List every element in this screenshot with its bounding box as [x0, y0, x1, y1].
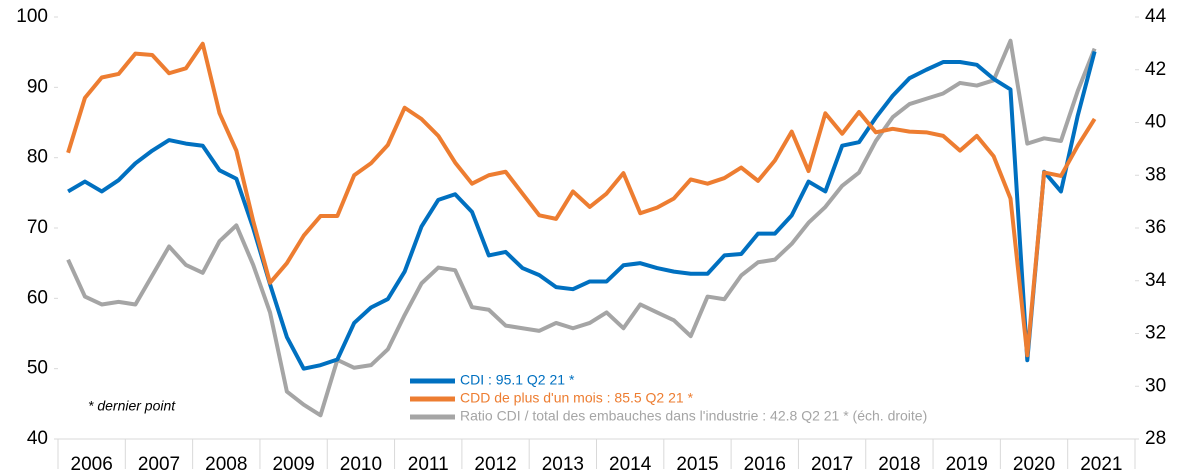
x-tick-label: 2006	[71, 454, 113, 474]
y2-tick-label: 30	[1145, 375, 1166, 396]
x-tick-label: 2012	[474, 454, 516, 474]
x-tick-label: 2007	[138, 454, 180, 474]
y2-tick-label: 28	[1145, 428, 1166, 449]
y2-tick-label: 38	[1145, 164, 1166, 185]
y2-tick-label: 36	[1145, 217, 1166, 238]
x-tick-label: 2014	[609, 454, 652, 474]
x-tick-label: 2018	[878, 454, 920, 474]
y-tick-label: 60	[27, 287, 48, 308]
x-tick-label: 2021	[1080, 454, 1122, 474]
legend-label: CDD de plus d'un mois : 85.5 Q2 21 *	[460, 390, 694, 406]
x-tick-label: 2010	[340, 454, 382, 474]
y2-tick-label: 34	[1145, 270, 1167, 291]
y-tick-label: 40	[27, 428, 48, 449]
annotation: * dernier point	[88, 398, 176, 414]
y2-tick-label: 44	[1145, 6, 1167, 27]
line-series	[66, 41, 1097, 358]
y-tick-label: 100	[16, 6, 48, 27]
y-tick-label: 70	[27, 217, 48, 238]
x-tick-label: 2009	[272, 454, 314, 474]
y2-tick-label: 42	[1145, 59, 1166, 80]
y-tick-label: 90	[27, 76, 48, 97]
series-group	[66, 38, 1097, 418]
y-tick-label: 50	[27, 358, 48, 379]
x-tick-label: 2016	[744, 454, 786, 474]
x-tick-label: 2019	[946, 454, 988, 474]
x-tick-label: 2008	[205, 454, 247, 474]
line-series	[67, 50, 1097, 371]
x-tick-label: 2013	[542, 454, 584, 474]
legend-label: CDI : 95.1 Q2 21 *	[460, 372, 575, 388]
x-tick-label: 2011	[408, 454, 449, 474]
y-tick-label: 80	[27, 147, 48, 168]
x-tick-label: 2020	[1013, 454, 1055, 474]
legend: CDI : 95.1 Q2 21 * CDD de plus d'un mois …	[410, 372, 927, 424]
legend-label: Ratio CDI / total des embauches dans l'i…	[460, 408, 927, 424]
x-tick-label: 2015	[676, 454, 718, 474]
line-series	[66, 38, 1097, 418]
y2-tick-label: 32	[1145, 323, 1166, 344]
legend-box	[408, 368, 1012, 424]
y2-tick-label: 40	[1145, 112, 1166, 133]
x-tick-label: 2017	[811, 454, 853, 474]
